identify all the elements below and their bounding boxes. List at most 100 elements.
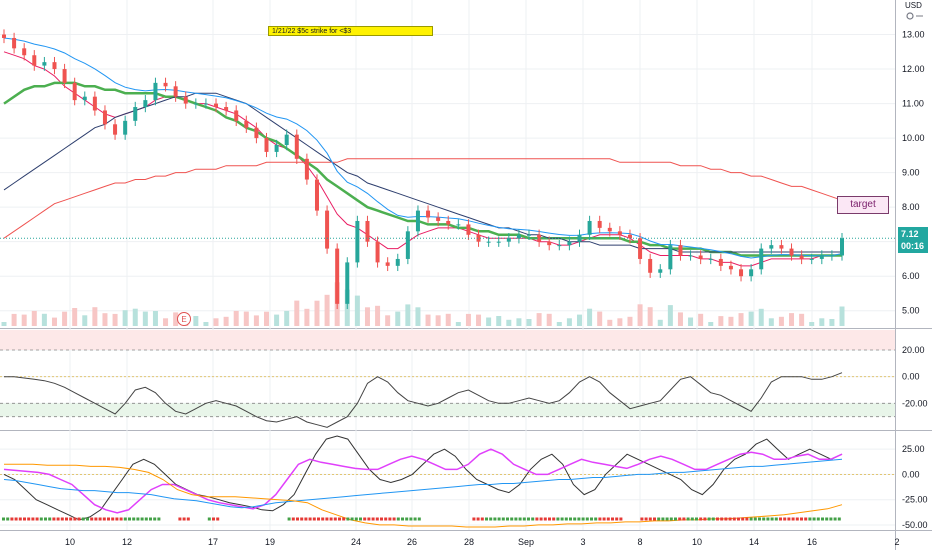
candle-body [335, 248, 340, 304]
volume-bar [435, 315, 441, 326]
last-price: 7.12 [901, 229, 919, 239]
volume-bar [597, 311, 603, 326]
signal-dot [648, 517, 652, 521]
volume-bar [455, 322, 461, 326]
signal-dot [585, 517, 589, 521]
volume-bar [213, 318, 219, 326]
signal-dot [350, 517, 354, 521]
y-tick-label: -20.00 [902, 398, 928, 408]
signal-dot [795, 517, 799, 521]
signal-dot [825, 517, 829, 521]
volume-bar [354, 295, 360, 326]
signal-dot [573, 517, 577, 521]
settings-gear-icon[interactable] [904, 8, 924, 20]
volume-bar [647, 307, 653, 326]
volume-bar [163, 318, 169, 326]
candle-body [395, 258, 400, 266]
signal-dot [69, 517, 73, 521]
signal-dot [216, 517, 220, 521]
signal-dot [619, 517, 623, 521]
signal-dot [27, 517, 31, 521]
volume-bar [688, 317, 694, 326]
signal-dot [367, 517, 371, 521]
signal-dot [590, 517, 593, 521]
signal-dot [396, 517, 400, 521]
signal-dot [732, 517, 736, 521]
signal-dot [728, 517, 732, 521]
signal-dot [44, 517, 47, 521]
volume-bar [566, 318, 572, 326]
signal-dot [375, 517, 379, 521]
signal-dot [665, 517, 669, 521]
candle-body [668, 245, 673, 270]
signal-dot [308, 517, 312, 521]
candle-body [456, 224, 461, 226]
signal-dot [476, 517, 480, 521]
volume-bar [173, 312, 179, 326]
moving-averages [3, 37, 843, 267]
candle-body [183, 96, 188, 104]
signal-dot [699, 517, 703, 521]
candle-body [405, 231, 410, 259]
x-tick-label: 10 [65, 537, 75, 547]
volume-bar [809, 322, 815, 326]
signal-dot [35, 517, 39, 521]
signal-dot [611, 517, 614, 521]
volume-bar [1, 322, 7, 326]
signal-dot [527, 517, 530, 521]
volume-bar [304, 308, 310, 326]
overbought-band [0, 330, 895, 350]
y-tick-label: 12.00 [902, 64, 925, 74]
signal-dot [144, 517, 148, 521]
candle-body [819, 255, 824, 259]
volume-bar [738, 313, 744, 326]
signal-dot [119, 517, 123, 521]
signal-dot [132, 517, 136, 521]
note-annotation[interactable]: 1/21/22 $5c strike for <$3 [268, 26, 433, 36]
signal-dot [401, 517, 404, 521]
candle-body [557, 245, 562, 247]
volume-bar [708, 322, 714, 326]
volume-bar [415, 307, 421, 326]
volume-bar [677, 312, 683, 326]
signal-dot [186, 517, 190, 521]
signal-dot [371, 517, 375, 521]
signal-dot [686, 517, 690, 521]
volume-bar [758, 308, 764, 326]
signal-dot [346, 517, 350, 521]
volume-bar [839, 306, 845, 326]
candle-body [72, 82, 77, 101]
candle-body [314, 179, 319, 211]
volume-bar [465, 313, 471, 326]
signal-dot [18, 517, 22, 521]
volume-bar [546, 313, 552, 326]
candle-body [375, 241, 380, 263]
volume-bar [657, 319, 663, 326]
earnings-marker-icon[interactable]: E [177, 312, 191, 326]
signal-dots [2, 517, 841, 521]
target-annotation[interactable]: target [837, 196, 889, 214]
candle-body [516, 234, 521, 239]
candle-body [163, 82, 168, 87]
signal-dot [737, 517, 740, 521]
signal-dot [749, 517, 753, 521]
signal-dot [564, 517, 568, 521]
volume-bar [294, 300, 300, 326]
y-tick-label: 9.00 [902, 168, 920, 178]
signal-dot [31, 517, 35, 521]
x-tick-label: 3 [580, 537, 585, 547]
signal-dot [535, 517, 539, 521]
oscillator-2 [3, 435, 843, 528]
signal-dot [816, 517, 820, 521]
signal-dot [720, 517, 724, 521]
candle-body [345, 262, 350, 304]
signal-dot [510, 517, 514, 521]
signal-dot [300, 517, 304, 521]
candle-body [203, 103, 208, 105]
volume-bar [51, 317, 57, 326]
signal-dot [837, 517, 841, 521]
signal-dot [157, 517, 161, 521]
signal-dot [615, 517, 619, 521]
signal-dot [552, 517, 556, 521]
